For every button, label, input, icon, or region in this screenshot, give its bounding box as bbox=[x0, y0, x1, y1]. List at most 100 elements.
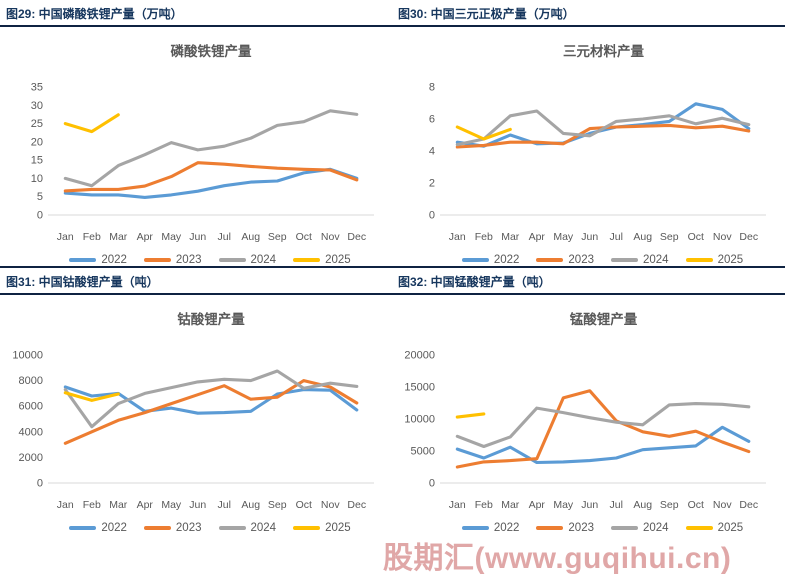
legend-item-2022: 2022 bbox=[461, 522, 519, 534]
y-axis-tick: 6 bbox=[429, 114, 435, 126]
x-axis-labels: Jan Feb Mar Apr May Jun Jul Aug Sep Oct Nov Dec bbox=[444, 499, 762, 511]
legend-line-swatch bbox=[293, 258, 321, 262]
plot-area: 0 5000 10000 15000 20000 bbox=[404, 350, 766, 490]
y-axis-tick: 0 bbox=[429, 210, 435, 222]
x-axis-label: Aug bbox=[241, 231, 261, 243]
chart-panel-lco: 钴酸锂产量 0 2000 4000 6000 8000 10000 Jan Feb Mar Ap… bbox=[0, 295, 392, 534]
figure-31-header: 图31: 中国钴酸锂产量（吨） bbox=[6, 275, 159, 289]
chart-legend: 2022 2023 2024 2025 bbox=[0, 254, 392, 266]
x-axis-label: Oct bbox=[687, 231, 704, 243]
x-axis-label: May bbox=[161, 231, 182, 243]
y-axis-tick: 0 bbox=[37, 478, 43, 490]
series-line-2022 bbox=[455, 425, 751, 465]
legend-item-2024: 2024 bbox=[218, 254, 277, 266]
legend-label: 2024 bbox=[643, 522, 669, 534]
x-axis-label: Apr bbox=[136, 231, 153, 243]
figure-30-header: 图30: 中国三元正极产量（万吨） bbox=[398, 7, 575, 21]
series-line-2023 bbox=[63, 379, 359, 445]
legend-item-2023: 2023 bbox=[143, 254, 202, 266]
legend-item-2022: 2022 bbox=[461, 254, 520, 266]
chart-legend: 2022 2023 2024 2025 bbox=[392, 522, 785, 534]
x-axis-label: Mar bbox=[109, 499, 128, 511]
x-axis-label: Nov bbox=[712, 231, 732, 243]
legend-label: 2022 bbox=[493, 254, 520, 266]
x-axis-label: Apr bbox=[136, 499, 153, 511]
y-axis-tick: 2000 bbox=[19, 452, 43, 464]
legend-label: 2024 bbox=[250, 522, 277, 534]
line-chart-lfp: 0 5 10 15 20 25 30 35 Jan Feb Mar Apr May Jun Jul Aug S… bbox=[0, 65, 392, 266]
x-axis-labels: Jan Feb Mar Apr May Jun Jul Aug Sep Oct Nov Dec bbox=[52, 499, 370, 511]
y-axis-tick: 35 bbox=[31, 82, 43, 94]
x-axis-label: Aug bbox=[241, 499, 261, 511]
plot-area: 0 5 10 15 20 25 30 35 bbox=[31, 82, 374, 222]
legend-item-2023: 2023 bbox=[536, 254, 594, 266]
legend-line-swatch bbox=[293, 526, 321, 530]
x-axis-label: Jan bbox=[56, 499, 74, 511]
x-axis-label: Jan bbox=[56, 231, 74, 243]
legend-item-2025: 2025 bbox=[685, 254, 743, 266]
legend-label: 2023 bbox=[568, 254, 594, 266]
y-axis-tick: 10000 bbox=[404, 414, 435, 426]
top-section-body: 磷酸铁锂产量 0 5 10 15 20 25 30 35 Jan Feb Mar Apr May Jun… bbox=[0, 27, 785, 266]
x-axis-label: May bbox=[553, 499, 574, 511]
bottom-section-header-row: 图31: 中国钴酸锂产量（吨） 图32: 中国锰酸锂产量（吨） bbox=[0, 266, 785, 295]
legend-item-2025: 2025 bbox=[293, 254, 351, 266]
y-axis-tick: 15000 bbox=[404, 382, 435, 394]
legend-line-swatch bbox=[611, 258, 638, 262]
x-axis-label: Nov bbox=[712, 499, 732, 511]
legend-line-swatch bbox=[69, 258, 97, 262]
legend-item-2024: 2024 bbox=[611, 254, 669, 266]
legend-label: 2022 bbox=[101, 254, 127, 266]
figure-29-header: 图29: 中国磷酸铁锂产量（万吨） bbox=[6, 7, 183, 21]
y-axis-tick: 6000 bbox=[19, 401, 43, 413]
x-axis-label: Feb bbox=[474, 231, 493, 243]
figure-32-header: 图32: 中国锰酸锂产量（吨） bbox=[398, 275, 551, 289]
x-axis-label: Sep bbox=[267, 499, 287, 511]
y-axis-tick: 4 bbox=[429, 146, 435, 158]
x-axis-label: Aug bbox=[633, 231, 653, 243]
legend-label: 2023 bbox=[175, 522, 202, 534]
series-line-2024 bbox=[455, 402, 751, 449]
legend-label: 2024 bbox=[250, 254, 277, 266]
series-line-2024 bbox=[455, 109, 751, 147]
x-axis-label: Jul bbox=[217, 499, 231, 511]
chart-title-ternary: 三元材料产量 bbox=[563, 44, 644, 59]
y-axis-tick: 0 bbox=[429, 478, 435, 490]
legend-line-swatch bbox=[69, 526, 97, 530]
x-axis-label: Jun bbox=[581, 499, 599, 511]
series-line-2022 bbox=[63, 167, 359, 199]
legend-line-swatch bbox=[143, 526, 171, 530]
series-line-2024 bbox=[63, 369, 359, 429]
legend-item-2022: 2022 bbox=[69, 522, 127, 534]
x-axis-label: Jul bbox=[609, 499, 623, 511]
chart-title-lmo: 锰酸锂产量 bbox=[569, 312, 638, 327]
legend-label: 2025 bbox=[717, 522, 744, 534]
x-axis-label: Nov bbox=[320, 231, 340, 243]
x-axis-label: Sep bbox=[267, 231, 287, 243]
x-axis-label: Oct bbox=[687, 499, 704, 511]
legend-label: 2025 bbox=[325, 522, 351, 534]
x-axis-label: Sep bbox=[659, 231, 679, 243]
chart-panel-ternary: 三元材料产量 0 2 4 6 8 Jan Feb Mar Apr May Jun Jul Aug Sep… bbox=[392, 27, 785, 266]
series-line-2023 bbox=[455, 389, 751, 469]
x-axis-label: Mar bbox=[501, 499, 520, 511]
x-axis-label: Dec bbox=[739, 499, 759, 511]
y-axis-tick: 20 bbox=[31, 136, 43, 148]
x-axis-label: Dec bbox=[347, 499, 367, 511]
x-axis-label: Feb bbox=[82, 231, 101, 243]
legend-line-swatch bbox=[218, 258, 246, 262]
series-line-2023 bbox=[63, 161, 359, 193]
y-axis-tick: 30 bbox=[31, 100, 43, 112]
legend-line-swatch bbox=[143, 258, 171, 262]
series-line-2024 bbox=[63, 109, 359, 188]
legend-item-2024: 2024 bbox=[218, 522, 277, 534]
legend-label: 2023 bbox=[568, 522, 594, 534]
legend-line-swatch bbox=[461, 526, 489, 530]
bottom-section-body: 钴酸锂产量 0 2000 4000 6000 8000 10000 Jan Feb Mar Ap… bbox=[0, 295, 785, 534]
y-axis-tick: 8000 bbox=[19, 375, 43, 387]
chart-title-lco: 钴酸锂产量 bbox=[177, 312, 245, 327]
line-chart-lco: 0 2000 4000 6000 8000 10000 Jan Feb Mar Apr May Ju… bbox=[0, 333, 392, 534]
plot-area: 0 2000 4000 6000 8000 10000 bbox=[12, 350, 374, 490]
legend-item-2023: 2023 bbox=[536, 522, 594, 534]
x-axis-label: Oct bbox=[295, 499, 312, 511]
